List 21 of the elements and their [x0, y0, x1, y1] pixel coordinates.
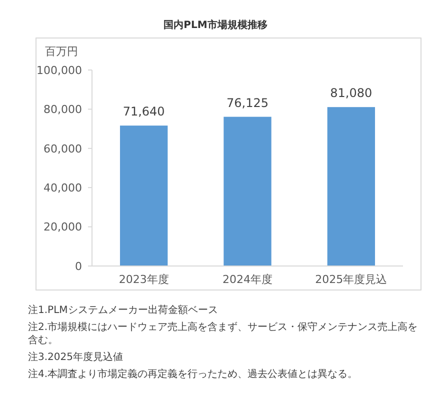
data-label: 76,125 [226, 96, 268, 110]
text: 注4.本調査より市場定義の再定義を行ったため、過去公表値とは異なる。 [28, 368, 358, 380]
text: 注1.PLMシステムメーカー出荷金額ベース [28, 304, 218, 316]
text: 注3.2025年度見込値 [28, 351, 123, 363]
text: 注2.市場規模にはハードウェア売上高を含まず、サービス・保守メンテナンス売上高を含む。 [28, 321, 418, 346]
y-tick-label: 20,000 [44, 220, 82, 234]
y-tick-label: 0 [75, 260, 82, 273]
bar [120, 126, 168, 266]
chart-title: 国内PLM市場規模推移 [164, 19, 268, 31]
bar [327, 107, 376, 266]
y-tick-label: 60,000 [44, 142, 82, 156]
data-label: 81,080 [330, 86, 372, 100]
y-axis-title: 百万円 [45, 45, 78, 58]
y-tick-label: 80,000 [44, 103, 82, 116]
data-label: 71,640 [122, 104, 165, 119]
bar [224, 116, 272, 266]
y-tick-label: 40,000 [44, 181, 82, 194]
x-tick-label: 2023年度 [118, 273, 169, 286]
y-tick-label: 100,000 [36, 64, 82, 77]
x-tick-label: 2025年度見込 [315, 273, 388, 286]
x-tick-label: 2024年度 [222, 273, 272, 286]
